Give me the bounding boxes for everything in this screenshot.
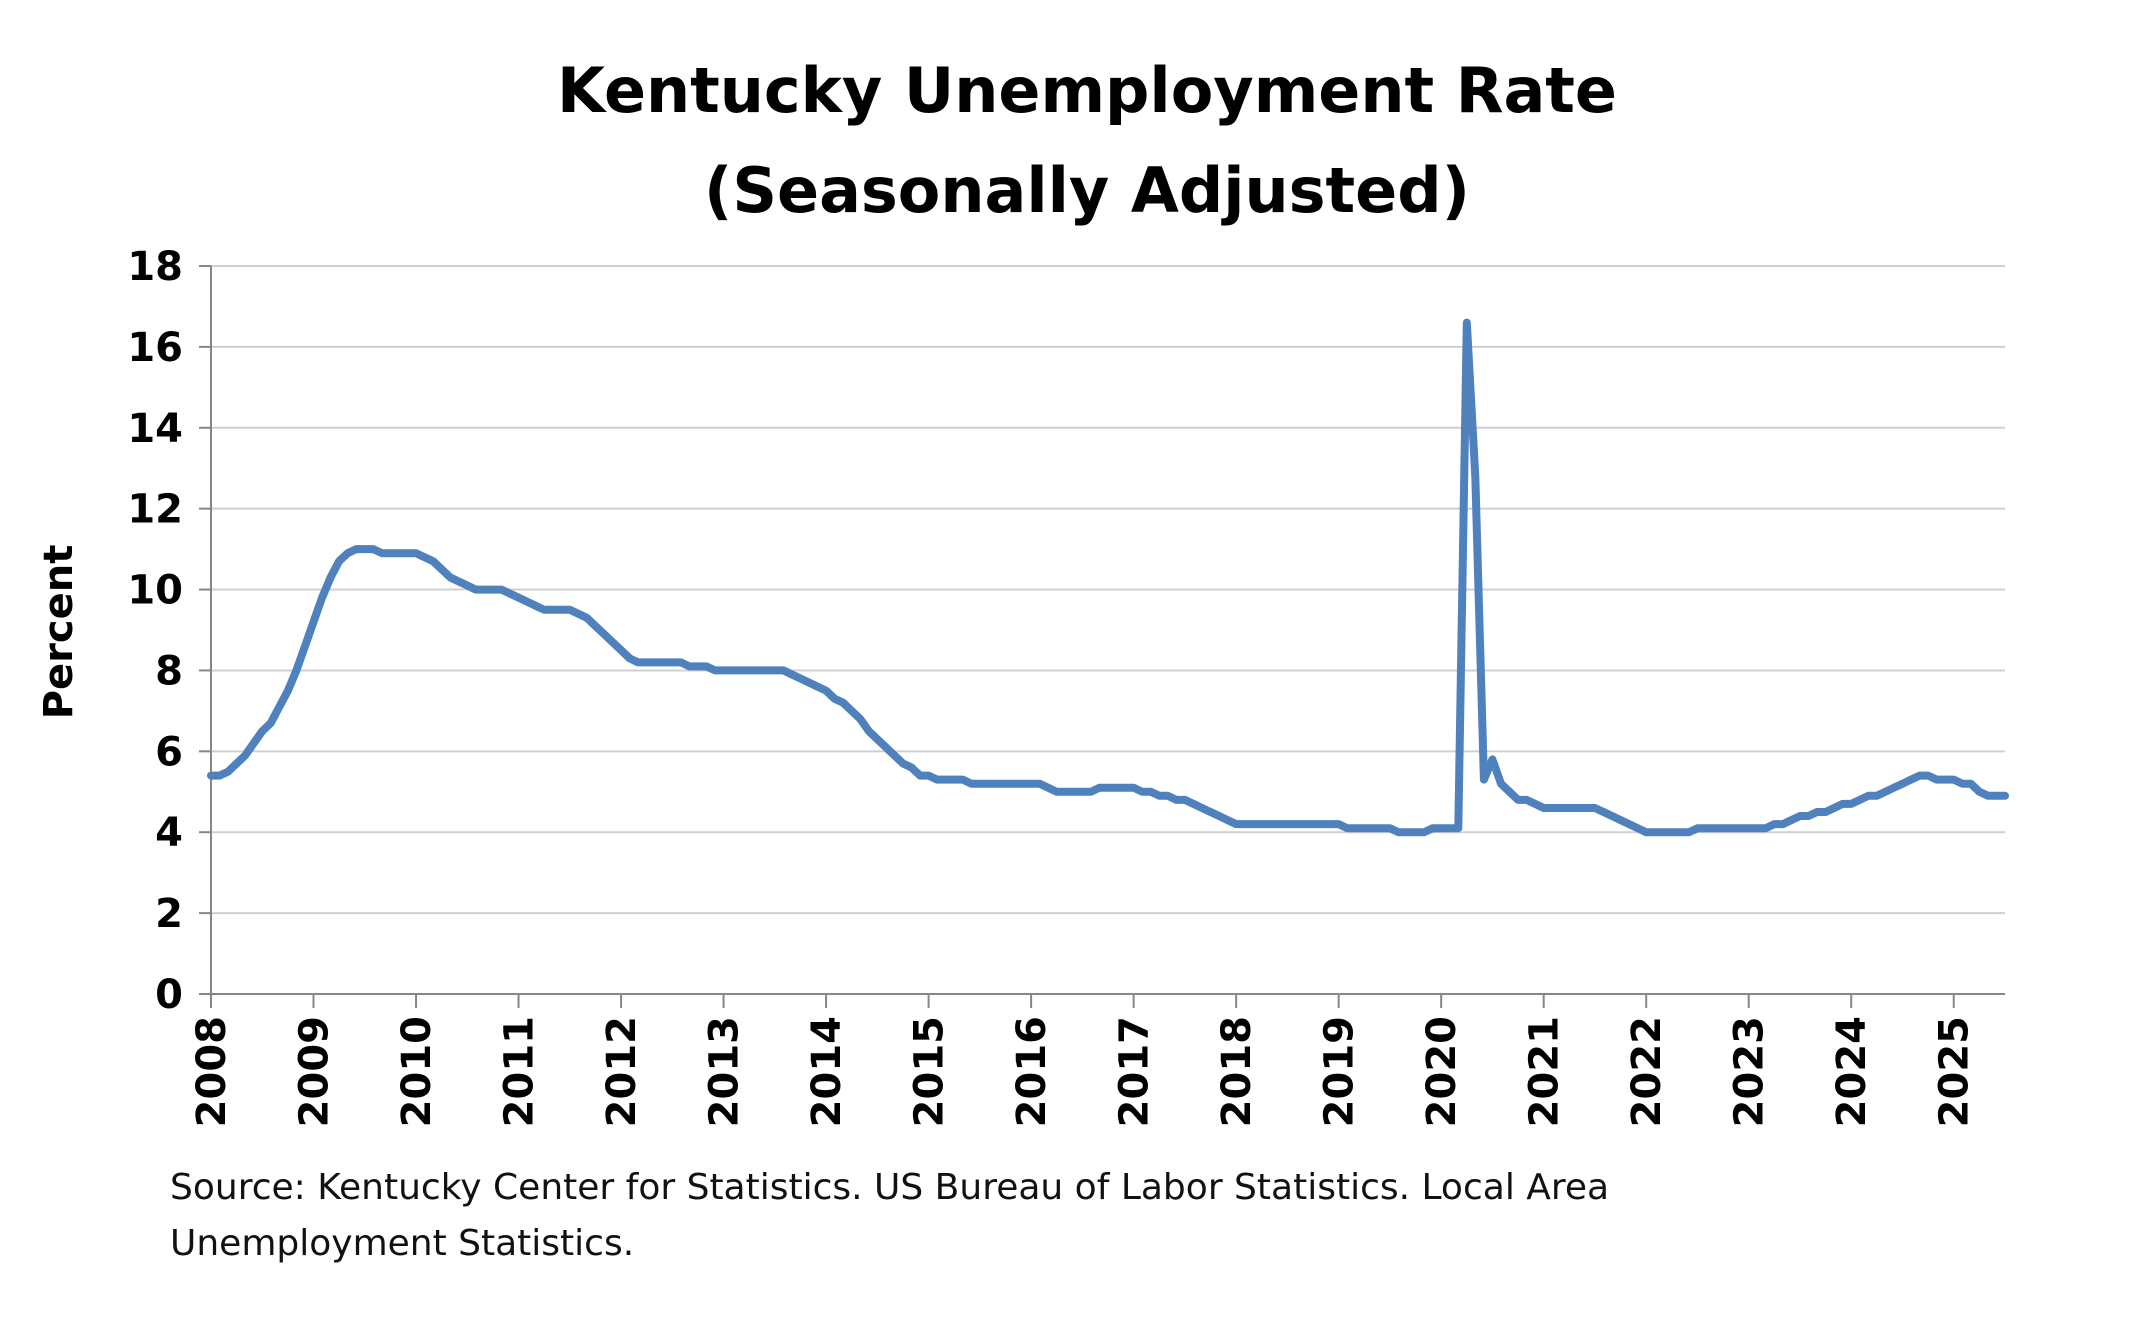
y-tick-label-0: 0 bbox=[155, 972, 183, 1018]
x-tick-label-2014: 2014 bbox=[804, 1016, 850, 1127]
x-tick-label-2015: 2015 bbox=[907, 1016, 953, 1127]
series-line-0 bbox=[207, 318, 2009, 837]
y-tick-label-16: 16 bbox=[127, 325, 183, 371]
x-tick-label-2012: 2012 bbox=[599, 1016, 645, 1127]
x-tick-label-2011: 2011 bbox=[497, 1016, 543, 1127]
x-tick-label-2009: 2009 bbox=[292, 1016, 338, 1127]
x-tick-label-2018: 2018 bbox=[1214, 1016, 1260, 1127]
x-tick-label-2019: 2019 bbox=[1317, 1016, 1363, 1127]
x-tick-label-2017: 2017 bbox=[1112, 1016, 1158, 1127]
y-tick-label-12: 12 bbox=[127, 487, 183, 533]
chart-title-line-2: (Seasonally Adjusted) bbox=[704, 154, 1470, 227]
x-tick-label-2025: 2025 bbox=[1932, 1016, 1978, 1127]
x-tick-label-2013: 2013 bbox=[702, 1016, 748, 1127]
x-tick-labels: 2008 2009 2010 2011 2012 2013 2014 2015 2016 2017… bbox=[189, 1016, 1978, 1127]
y-tick-label-18: 18 bbox=[127, 244, 183, 290]
y-tick-label-8: 8 bbox=[155, 648, 183, 694]
series-layer bbox=[207, 318, 2009, 837]
axes bbox=[199, 265, 2005, 1008]
y-tick-label-2: 2 bbox=[155, 891, 183, 937]
source-note: Source: Kentucky Center for Statistics. … bbox=[170, 1167, 1610, 1264]
y-tick-label-14: 14 bbox=[127, 406, 183, 452]
x-tick-label-2021: 2021 bbox=[1522, 1016, 1568, 1127]
x-tick-label-2022: 2022 bbox=[1624, 1016, 1670, 1127]
y-axis-label: Percent bbox=[36, 545, 82, 720]
x-tick-label-2023: 2023 bbox=[1727, 1016, 1773, 1127]
x-tick-label-2008: 2008 bbox=[189, 1016, 235, 1127]
chart-title-line-1: Kentucky Unemployment Rate bbox=[557, 54, 1617, 127]
y-tick-label-6: 6 bbox=[155, 729, 183, 775]
x-tick-label-2020: 2020 bbox=[1419, 1016, 1465, 1127]
x-tick-label-2010: 2010 bbox=[394, 1016, 440, 1127]
y-tick-labels: 0 2 4 6 8 10 12 14 16 18 bbox=[127, 244, 183, 1018]
x-tick-label-2016: 2016 bbox=[1009, 1016, 1055, 1127]
x-tick-label-2024: 2024 bbox=[1829, 1016, 1875, 1127]
y-tick-label-10: 10 bbox=[127, 568, 183, 614]
y-tick-label-4: 4 bbox=[155, 810, 183, 856]
